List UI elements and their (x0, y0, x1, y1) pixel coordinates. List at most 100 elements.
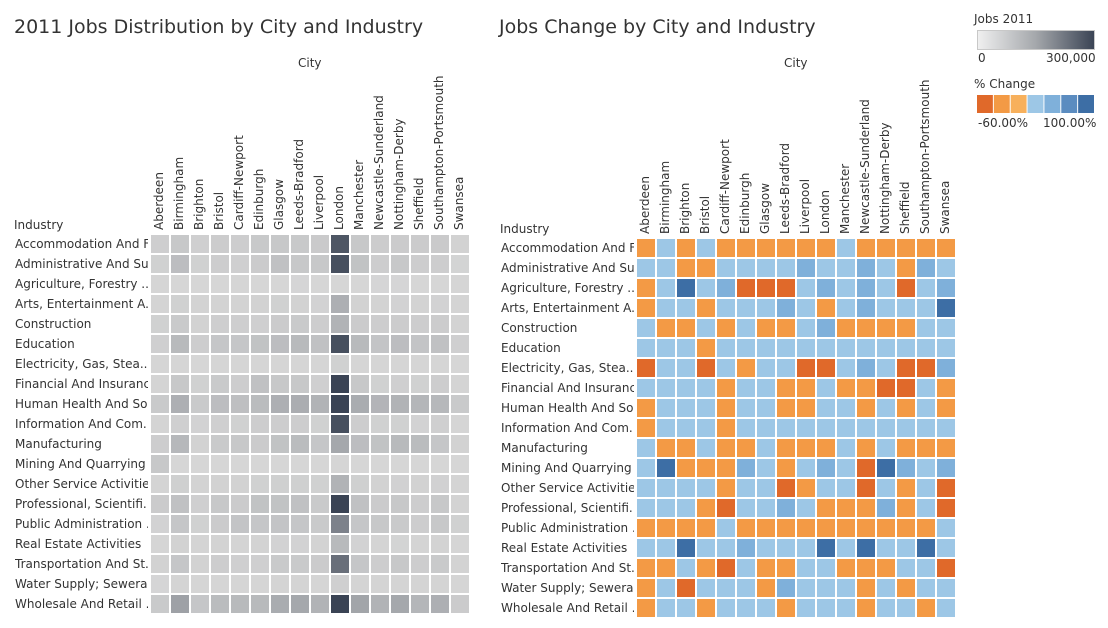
row-label: Construction (15, 317, 92, 331)
heatmap-cell (696, 318, 716, 338)
heatmap-cell (816, 378, 836, 398)
row-label: Education (15, 337, 75, 351)
heatmap-cell (676, 258, 696, 278)
heatmap-cell (170, 334, 190, 354)
heatmap-cell (290, 474, 310, 494)
heatmap-cell (856, 438, 876, 458)
heatmap-cell (756, 438, 776, 458)
heatmap-cell (210, 254, 230, 274)
heatmap-cell (656, 558, 676, 578)
heatmap-cell (816, 278, 836, 298)
heatmap-cell (190, 534, 210, 554)
heatmap-cell (410, 394, 430, 414)
heatmap-cell (350, 514, 370, 534)
heatmap-cell (676, 578, 696, 598)
heatmap-cell (330, 374, 350, 394)
heatmap-cell (936, 278, 956, 298)
heatmap-cell (190, 474, 210, 494)
row-label: Manufacturing (15, 437, 102, 451)
heatmap-cell (836, 438, 856, 458)
heatmap-cell (856, 318, 876, 338)
heatmap-cell (310, 594, 330, 614)
heatmap-cell (716, 258, 736, 278)
heatmap-cell (230, 594, 250, 614)
column-label: Nottingham-Derby (878, 122, 892, 234)
heatmap-cell (716, 338, 736, 358)
change-legend-max: 100.00% (1043, 116, 1097, 130)
heatmap-cell (230, 434, 250, 454)
heatmap-cell (350, 274, 370, 294)
heatmap-cell (796, 418, 816, 438)
row-label: Transportation And St.. (15, 557, 148, 571)
heatmap-cell (676, 378, 696, 398)
heatmap-cell (896, 378, 916, 398)
heatmap-cell (816, 398, 836, 418)
heatmap-cell (776, 558, 796, 578)
heatmap-cell (430, 534, 450, 554)
heatmap-cell (290, 334, 310, 354)
heatmap-cell (936, 578, 956, 598)
heatmap-cell (330, 354, 350, 374)
heatmap-cell (210, 294, 230, 314)
heatmap-cell (876, 278, 896, 298)
heatmap-cell (210, 314, 230, 334)
heatmap-cell (450, 234, 470, 254)
heatmap-cell (736, 498, 756, 518)
heatmap-cell (190, 574, 210, 594)
heatmap-cell (330, 534, 350, 554)
heatmap-cell (250, 554, 270, 574)
heatmap-cell (250, 354, 270, 374)
heatmap-cell (210, 434, 230, 454)
heatmap-cell (350, 294, 370, 314)
heatmap-cell (776, 518, 796, 538)
heatmap-cell (350, 434, 370, 454)
heatmap-cell (310, 354, 330, 374)
heatmap-cell (716, 478, 736, 498)
heatmap-cell (150, 434, 170, 454)
heatmap-cell (330, 554, 350, 574)
heatmap-cell (676, 338, 696, 358)
heatmap-cell (636, 418, 656, 438)
heatmap-cell (430, 494, 450, 514)
heatmap-cell (736, 378, 756, 398)
heatmap-cell (876, 318, 896, 338)
heatmap-cell (716, 358, 736, 378)
heatmap-cell (696, 458, 716, 478)
heatmap-cell (390, 234, 410, 254)
heatmap-cell (370, 454, 390, 474)
heatmap-cell (856, 498, 876, 518)
heatmap-cell (450, 294, 470, 314)
heatmap-cell (836, 278, 856, 298)
heatmap-cell (636, 278, 656, 298)
heatmap-cell (756, 338, 776, 358)
heatmap-cell (876, 518, 896, 538)
heatmap-cell (310, 294, 330, 314)
heatmap-cell (656, 298, 676, 318)
heatmap-cell (370, 314, 390, 334)
heatmap-cell (716, 538, 736, 558)
row-label: Wholesale And Retail .. (15, 597, 148, 611)
heatmap-cell (816, 418, 836, 438)
column-label: Edinburgh (738, 172, 752, 234)
heatmap-cell (270, 294, 290, 314)
heatmap-cell (290, 574, 310, 594)
column-label: London (818, 190, 832, 234)
heatmap-cell (390, 554, 410, 574)
heatmap-cell (170, 534, 190, 554)
row-label: Mining And Quarrying (501, 461, 632, 475)
heatmap-cell (636, 438, 656, 458)
heatmap-cell (776, 578, 796, 598)
column-label: Edinburgh (252, 168, 266, 230)
heatmap-cell (190, 494, 210, 514)
heatmap-cell (190, 434, 210, 454)
heatmap-cell (736, 458, 756, 478)
row-label: Human Health And So.. (501, 401, 634, 415)
heatmap-cell (656, 398, 676, 418)
heatmap-cell (876, 438, 896, 458)
heatmap-cell (310, 514, 330, 534)
heatmap-cell (170, 594, 190, 614)
heatmap-cell (330, 514, 350, 534)
heatmap-cell (936, 398, 956, 418)
heatmap-cell (876, 378, 896, 398)
heatmap-cell (676, 278, 696, 298)
